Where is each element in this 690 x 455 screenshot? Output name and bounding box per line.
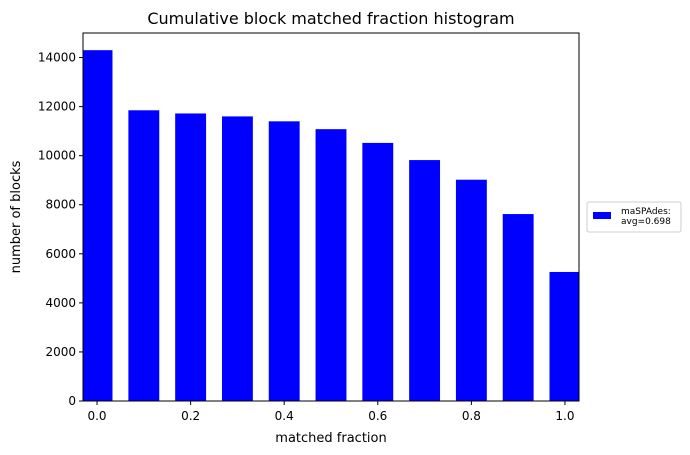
legend-frame — [586, 201, 682, 233]
plot-area-frame — [82, 32, 580, 402]
x-tick-label: 0.0 — [87, 409, 106, 423]
legend-label-line1: maSPAdes: — [621, 207, 671, 217]
y-tick-label: 14000 — [38, 51, 76, 65]
y-tick-label: 12000 — [38, 100, 76, 114]
bar-2 — [175, 113, 207, 401]
y-tick-label: 8000 — [45, 198, 76, 212]
x-tick-label: 0.2 — [181, 409, 200, 423]
bar-3 — [221, 116, 253, 401]
y-tick-label: 2000 — [45, 345, 76, 359]
legend-swatch — [593, 212, 611, 219]
bar-0 — [83, 50, 113, 401]
x-tick-label: 1.0 — [555, 409, 574, 423]
bar-4 — [268, 121, 300, 401]
y-tick-label: 0 — [68, 394, 76, 408]
x-tick-label: 0.8 — [462, 409, 481, 423]
bar-1 — [128, 110, 160, 401]
bars-group — [83, 50, 579, 402]
x-tick-label: 0.6 — [368, 409, 387, 423]
y-tick-label: 10000 — [38, 149, 76, 163]
bar-7 — [409, 160, 441, 401]
x-axis: 0.0 0.2 0.4 0.6 0.8 1.0 — [87, 401, 575, 423]
legend: maSPAdes: avg=0.698 — [586, 201, 682, 233]
bar-8 — [455, 179, 487, 401]
legend-label-line2: avg=0.698 — [621, 217, 671, 227]
bar-5 — [315, 129, 347, 402]
x-axis-label: matched fraction — [275, 431, 386, 446]
chart-title: Cumulative block matched fraction histog… — [147, 9, 514, 28]
bar-10 — [549, 271, 579, 401]
y-axis: 0 2000 4000 6000 8000 10000 12000 14000 — [38, 51, 83, 408]
y-tick-label: 4000 — [45, 296, 76, 310]
x-tick-label: 0.4 — [275, 409, 294, 423]
legend-label: maSPAdes: avg=0.698 — [621, 207, 674, 227]
y-axis-label: number of blocks — [9, 160, 24, 273]
bar-6 — [362, 142, 394, 401]
y-tick-label: 6000 — [45, 247, 76, 261]
bar-9 — [502, 214, 534, 401]
